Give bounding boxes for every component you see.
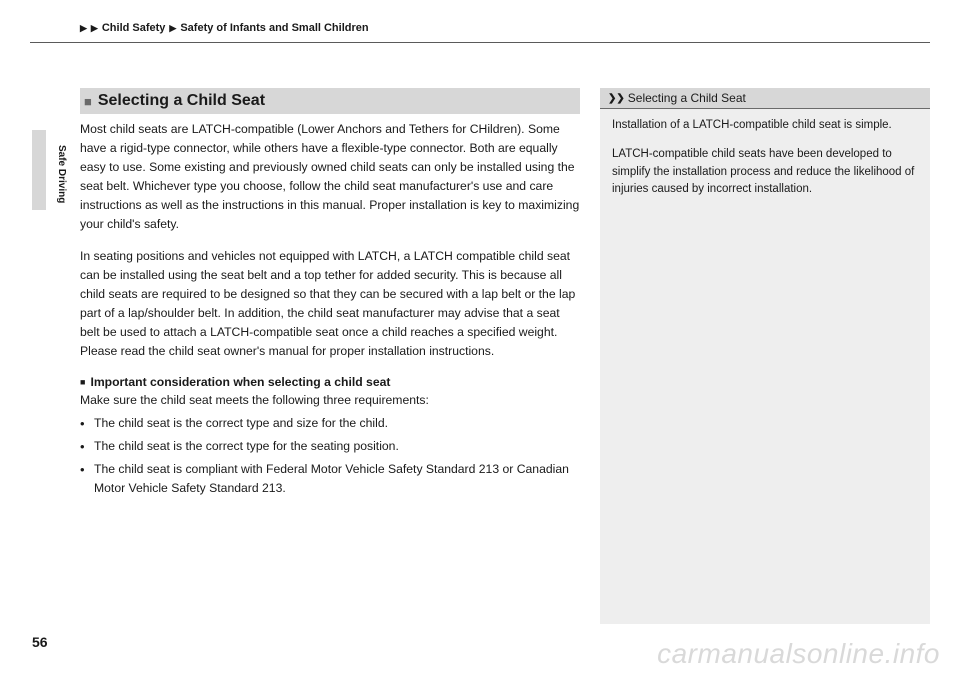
sub-heading: ■ Important consideration when selecting… bbox=[80, 375, 580, 389]
breadcrumb-arrow-icon: ▶ bbox=[80, 23, 87, 34]
sidebar-header: ❯❯ Selecting a Child Seat bbox=[600, 88, 930, 109]
divider bbox=[30, 42, 930, 43]
side-tab-label: Safe Driving bbox=[56, 145, 67, 203]
square-bullet-icon: ■ bbox=[80, 377, 85, 387]
list-item: The child seat is the correct type and s… bbox=[80, 414, 580, 433]
paragraph: Make sure the child seat meets the follo… bbox=[80, 391, 580, 410]
info-sidebar: ❯❯ Selecting a Child Seat Installation o… bbox=[600, 88, 930, 624]
paragraph: Most child seats are LATCH-compatible (L… bbox=[80, 120, 580, 233]
breadcrumb: ▶ ▶ Child Safety ▶ Safety of Infants and… bbox=[80, 22, 369, 34]
section-heading-text: Selecting a Child Seat bbox=[98, 92, 265, 110]
list-item: The child seat is compliant with Federal… bbox=[80, 460, 580, 498]
breadcrumb-arrow-icon: ▶ bbox=[169, 23, 176, 34]
sidebar-title: Selecting a Child Seat bbox=[628, 91, 746, 105]
watermark: carmanualsonline.info bbox=[657, 638, 940, 670]
main-content: ■ Selecting a Child Seat Most child seat… bbox=[80, 88, 580, 501]
sidebar-paragraph: Installation of a LATCH-compatible child… bbox=[612, 117, 918, 134]
sidebar-body: Installation of a LATCH-compatible child… bbox=[600, 109, 930, 218]
square-bullet-icon: ■ bbox=[84, 94, 92, 109]
side-tab bbox=[32, 130, 46, 210]
page-number: 56 bbox=[32, 634, 48, 650]
bullet-list: The child seat is the correct type and s… bbox=[80, 414, 580, 498]
paragraph: In seating positions and vehicles not eq… bbox=[80, 247, 580, 360]
breadcrumb-level-1: Child Safety bbox=[102, 22, 166, 34]
sidebar-paragraph: LATCH-compatible child seats have been d… bbox=[612, 146, 918, 198]
sub-heading-text: Important consideration when selecting a… bbox=[90, 375, 390, 389]
double-chevron-icon: ❯❯ bbox=[608, 93, 625, 104]
list-item: The child seat is the correct type for t… bbox=[80, 437, 580, 456]
breadcrumb-level-2: Safety of Infants and Small Children bbox=[180, 22, 368, 34]
section-heading: ■ Selecting a Child Seat bbox=[80, 88, 580, 114]
breadcrumb-arrow-icon: ▶ bbox=[91, 23, 98, 34]
